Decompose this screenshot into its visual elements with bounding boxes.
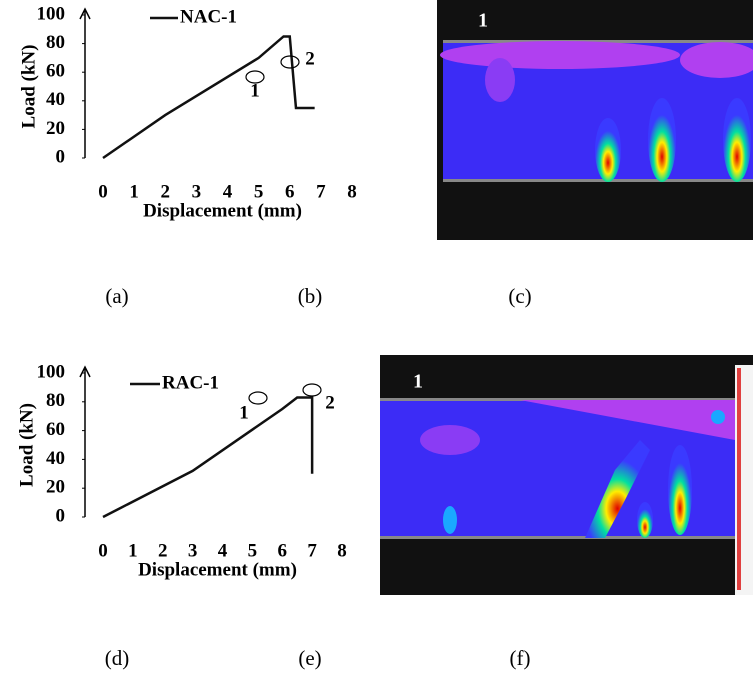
annotation: 1: [239, 402, 249, 423]
figure: 1 1 (a) (b) (c) (d) (e) (f) 020406080100…: [0, 0, 753, 674]
y-tick-label: 60: [46, 61, 65, 82]
x-tick-label: 1: [128, 540, 138, 561]
x-tick-label: 0: [98, 181, 108, 202]
data-line: [103, 36, 315, 158]
panel-label: (c): [508, 284, 531, 308]
x-tick-label: 2: [161, 181, 171, 202]
x-axis-label: Displacement (mm): [143, 200, 302, 221]
x-tick-label: 5: [254, 181, 264, 202]
image-label: 1: [413, 371, 423, 393]
y-tick-label: 0: [56, 505, 66, 526]
y-tick-label: 20: [46, 477, 65, 498]
x-axis-label: Displacement (mm): [138, 559, 297, 580]
legend-label: NAC-1: [180, 6, 237, 27]
x-tick-label: 8: [347, 181, 357, 202]
x-tick-label: 8: [337, 540, 347, 561]
x-tick-label: 4: [223, 181, 233, 202]
y-tick-label: 40: [46, 89, 65, 110]
x-tick-label: 7: [316, 181, 326, 202]
annotation-circle: [249, 392, 267, 404]
x-tick-label: 0: [98, 540, 108, 561]
y-tick-label: 100: [37, 3, 66, 24]
x-tick-label: 6: [278, 540, 288, 561]
annotation: 2: [325, 392, 335, 413]
x-tick-label: 2: [158, 540, 168, 561]
x-tick-label: 1: [129, 181, 139, 202]
y-tick-label: 60: [46, 419, 65, 440]
image-label: 1: [478, 10, 488, 32]
y-tick-label: 80: [46, 390, 65, 411]
legend-label: RAC-1: [162, 372, 219, 393]
panel-label: (b): [298, 284, 323, 308]
y-tick-label: 0: [56, 146, 66, 167]
y-axis-label: Load (kN): [18, 45, 39, 129]
x-tick-label: 3: [188, 540, 198, 561]
panel-label: (e): [298, 646, 321, 670]
y-axis-label: Load (kN): [16, 403, 37, 487]
x-tick-label: 6: [285, 181, 295, 202]
panel-label: (d): [105, 646, 130, 670]
y-tick-label: 20: [46, 118, 65, 139]
dic-image: 1: [380, 355, 753, 595]
y-tick-label: 80: [46, 32, 65, 53]
annotation: 1: [250, 80, 260, 101]
data-line: [103, 397, 312, 517]
panel-label: (f): [510, 646, 531, 670]
dic-image: 1: [437, 0, 753, 240]
x-tick-label: 4: [218, 540, 228, 561]
x-tick-label: 7: [307, 540, 317, 561]
annotation: 2: [305, 48, 315, 69]
y-tick-label: 100: [37, 361, 66, 382]
annotation-circle: [281, 56, 299, 68]
panel-label: (a): [105, 284, 128, 308]
y-tick-label: 40: [46, 448, 65, 469]
x-tick-label: 3: [192, 181, 202, 202]
annotation-circle: [303, 384, 321, 396]
x-tick-label: 5: [248, 540, 258, 561]
